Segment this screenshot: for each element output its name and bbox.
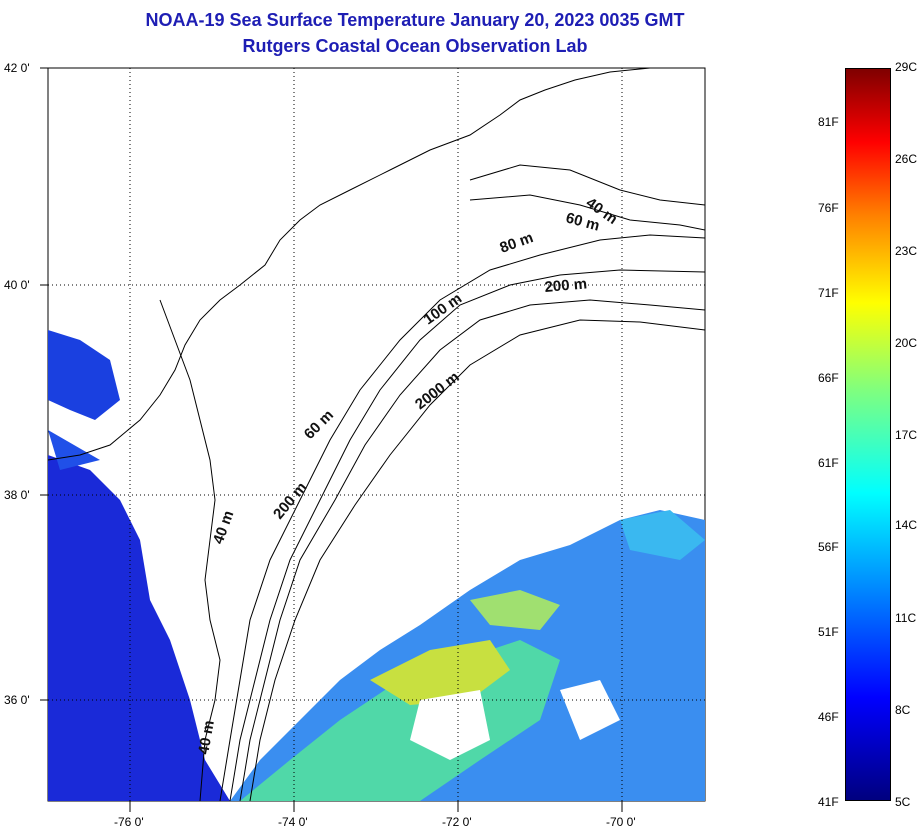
cb-f-51: 51F bbox=[818, 625, 839, 639]
cloud-gap-2 bbox=[560, 680, 620, 740]
cb-f-61: 61F bbox=[818, 456, 839, 470]
cb-f-56: 56F bbox=[818, 540, 839, 554]
coastline bbox=[48, 68, 651, 461]
cb-c-20: 20C bbox=[895, 336, 918, 350]
coastal-cold-water bbox=[48, 455, 230, 801]
graticule bbox=[48, 68, 705, 801]
warm-patch-2 bbox=[470, 590, 560, 630]
cb-c-14: 14C bbox=[895, 518, 918, 532]
lat-tick-42: 42 0' bbox=[4, 61, 30, 75]
cb-f-81: 81F bbox=[818, 115, 839, 129]
depth-contours bbox=[219, 164, 705, 801]
lon-tick-72: -72 0' bbox=[442, 815, 472, 829]
cb-f-41: 41F bbox=[818, 795, 839, 809]
cb-c-23: 23C bbox=[895, 244, 918, 258]
cb-f-71: 71F bbox=[818, 286, 839, 300]
bay-water-2 bbox=[48, 430, 100, 470]
temperature-colorbar bbox=[845, 68, 891, 801]
cb-c-17: 17C bbox=[895, 428, 918, 442]
contour-label-40m-south: 40 m bbox=[195, 719, 218, 756]
sst-data-layer bbox=[48, 330, 705, 801]
contour-label-200m-ne: 200 m bbox=[544, 275, 588, 296]
lon-tick-70: -70 0' bbox=[606, 815, 636, 829]
cb-c-11: 11C bbox=[895, 611, 917, 625]
cb-c-29: 29C bbox=[895, 60, 918, 74]
warm-patch bbox=[370, 640, 510, 705]
shelf-coast bbox=[159, 299, 221, 801]
cb-f-66: 66F bbox=[818, 371, 839, 385]
lon-tick-76: -76 0' bbox=[114, 815, 144, 829]
map-title: NOAA-19 Sea Surface Temperature January … bbox=[145, 10, 685, 30]
lat-tick-40: 40 0' bbox=[4, 278, 30, 292]
tick-marks bbox=[40, 67, 623, 812]
cb-f-76: 76F bbox=[818, 201, 839, 215]
cb-c-26: 26C bbox=[895, 152, 918, 166]
cb-c-8: 8C bbox=[895, 703, 911, 717]
lon-tick-74: -74 0' bbox=[278, 815, 308, 829]
bay-water bbox=[48, 330, 120, 420]
cloud-gap bbox=[410, 690, 490, 760]
cb-f-46: 46F bbox=[818, 710, 839, 724]
cb-c-5: 5C bbox=[895, 795, 911, 809]
lat-tick-38: 38 0' bbox=[4, 488, 30, 502]
ne-patch bbox=[620, 510, 705, 560]
lat-tick-36: 36 0' bbox=[4, 693, 30, 707]
map-subtitle: Rutgers Coastal Ocean Observation Lab bbox=[242, 36, 588, 56]
